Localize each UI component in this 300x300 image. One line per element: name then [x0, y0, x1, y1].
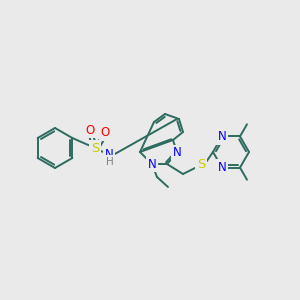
Text: N: N — [172, 146, 182, 160]
Text: N: N — [218, 130, 226, 143]
Text: N: N — [218, 161, 226, 174]
Text: S: S — [197, 158, 205, 172]
Text: O: O — [85, 124, 94, 136]
Text: N: N — [148, 158, 156, 170]
Text: N: N — [105, 148, 113, 161]
Text: S: S — [91, 142, 99, 154]
Text: O: O — [100, 127, 109, 140]
Text: H: H — [106, 157, 114, 167]
